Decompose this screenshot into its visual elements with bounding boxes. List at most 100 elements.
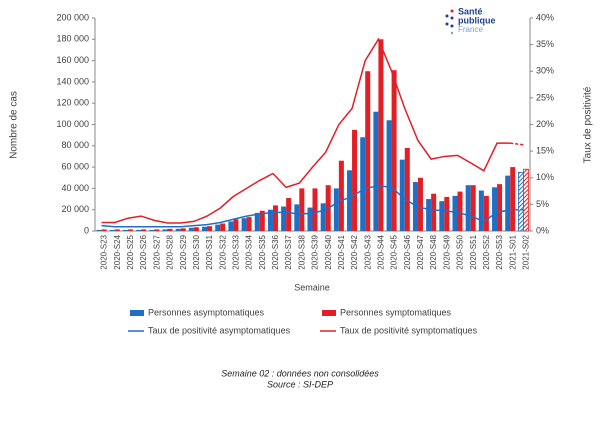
legend-label: Taux de positivité symptomatiques — [340, 325, 478, 335]
note: Semaine 02 : données non consolidées — [221, 368, 379, 378]
y2-tick-label: 30% — [536, 66, 554, 76]
bar — [320, 203, 326, 231]
legend-label: Taux de positivité asymptomatiques — [148, 325, 291, 335]
bar — [444, 196, 450, 231]
bar — [352, 129, 358, 231]
bar — [114, 229, 120, 231]
x-tick-label: 2020-S50 — [456, 234, 465, 269]
bar — [101, 229, 107, 231]
bar — [228, 221, 234, 231]
x-tick-label: 2020-S37 — [284, 234, 293, 269]
x-tick-label: 2020-S30 — [192, 234, 201, 269]
x-tick-label: 2021-S02 — [522, 234, 531, 269]
bar — [523, 168, 529, 232]
bar — [457, 191, 463, 231]
bar — [431, 193, 437, 231]
bar — [167, 228, 173, 231]
bar — [281, 206, 287, 231]
bar — [360, 137, 366, 231]
y2-tick-label: 0% — [536, 225, 549, 235]
bar — [272, 205, 278, 231]
x-axis-title: Semaine — [294, 282, 330, 292]
y-tick-label: 120 000 — [56, 98, 89, 108]
bar — [246, 217, 252, 231]
line-provisional — [510, 142, 524, 146]
bar — [180, 228, 186, 231]
y-tick-label: 0 — [84, 225, 89, 235]
bar — [294, 204, 300, 231]
bar — [497, 184, 503, 231]
x-tick-label: 2020-S39 — [311, 234, 320, 269]
bar — [162, 229, 168, 231]
x-tick-label: 2020-S49 — [442, 234, 451, 269]
bar — [452, 195, 458, 231]
bar — [338, 160, 344, 231]
x-tick-label: 2020-S41 — [337, 234, 346, 269]
bar — [417, 177, 423, 231]
bar — [220, 223, 226, 231]
y-tick-label: 200 000 — [56, 12, 89, 22]
note: Source : SI-DEP — [267, 379, 333, 389]
bar — [426, 199, 432, 231]
bar — [518, 172, 524, 232]
bar — [193, 227, 199, 231]
bar — [202, 226, 208, 231]
y-tick-label: 140 000 — [56, 76, 89, 86]
logo-text: France — [458, 25, 483, 34]
x-tick-label: 2020-S35 — [258, 234, 267, 269]
bar — [399, 159, 405, 231]
line — [101, 37, 511, 224]
bar — [267, 209, 273, 231]
bar — [307, 207, 313, 231]
y2-tick-label: 15% — [536, 146, 554, 156]
y-tick-label: 180 000 — [56, 34, 89, 44]
logo-text: publique — [458, 15, 496, 25]
bar — [492, 187, 498, 231]
legend-label: Personnes symptomatiques — [340, 307, 452, 317]
bar — [478, 190, 484, 231]
bar — [333, 188, 339, 231]
bar — [215, 224, 221, 231]
bar — [299, 188, 305, 231]
bar — [149, 229, 155, 231]
bar — [127, 229, 133, 231]
bar — [254, 212, 260, 231]
bar — [510, 167, 516, 231]
legend-swatch — [130, 310, 144, 316]
bar — [175, 228, 181, 231]
bar — [378, 39, 384, 231]
y2-tick-label: 35% — [536, 39, 554, 49]
bar — [122, 229, 128, 231]
bar — [233, 219, 239, 231]
x-tick-label: 2020-S36 — [271, 234, 280, 269]
bar — [439, 201, 445, 231]
legend-label: Personnes asymptomatiques — [148, 307, 265, 317]
bar — [347, 170, 353, 231]
bar — [365, 71, 371, 231]
bar — [505, 175, 511, 231]
y-tick-label: 80 000 — [61, 140, 89, 150]
x-tick-label: 2020-S46 — [403, 234, 412, 269]
x-tick-label: 2020-S44 — [377, 234, 386, 269]
bar — [259, 210, 265, 231]
bar — [241, 218, 247, 231]
bar — [412, 182, 418, 231]
bar — [141, 229, 147, 231]
y2-tick-label: 20% — [536, 119, 554, 129]
x-tick-label: 2020-S42 — [350, 234, 359, 269]
y2-tick-label: 5% — [536, 199, 549, 209]
bar — [136, 229, 142, 231]
bar — [154, 229, 160, 231]
x-tick-label: 2020-S43 — [363, 234, 372, 269]
logo-text: Santé — [458, 6, 483, 16]
bar — [312, 188, 318, 231]
x-tick-label: 2020-S38 — [297, 234, 306, 269]
x-tick-label: 2020-S47 — [416, 234, 425, 269]
bar — [391, 70, 397, 231]
y-tick-label: 60 000 — [61, 161, 89, 171]
bar — [470, 185, 476, 231]
y2-tick-label: 25% — [536, 92, 554, 102]
x-tick-label: 2020-S31 — [205, 234, 214, 269]
bar — [286, 197, 292, 231]
x-tick-label: 2020-S53 — [495, 234, 504, 269]
